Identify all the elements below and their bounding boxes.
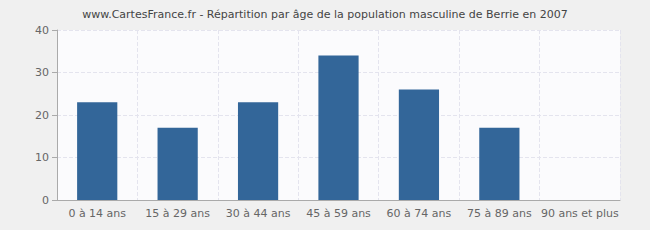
svg-text:www.CartesFrance.fr - Répartit: www.CartesFrance.fr - Répartition par âg… (82, 8, 568, 21)
svg-text:30 à 44 ans: 30 à 44 ans (226, 207, 291, 220)
svg-text:45 à 59 ans: 45 à 59 ans (306, 207, 371, 220)
svg-text:15 à 29 ans: 15 à 29 ans (145, 207, 210, 220)
svg-text:60 à 74 ans: 60 à 74 ans (387, 207, 452, 220)
svg-text:90 ans et plus: 90 ans et plus (541, 207, 619, 220)
svg-text:0 à 14 ans: 0 à 14 ans (68, 207, 126, 220)
svg-text:40: 40 (35, 24, 49, 37)
svg-text:10: 10 (35, 151, 49, 164)
svg-text:30: 30 (35, 66, 49, 79)
svg-text:75 à 89 ans: 75 à 89 ans (467, 207, 532, 220)
svg-text:0: 0 (42, 194, 49, 207)
svg-text:20: 20 (35, 109, 49, 122)
